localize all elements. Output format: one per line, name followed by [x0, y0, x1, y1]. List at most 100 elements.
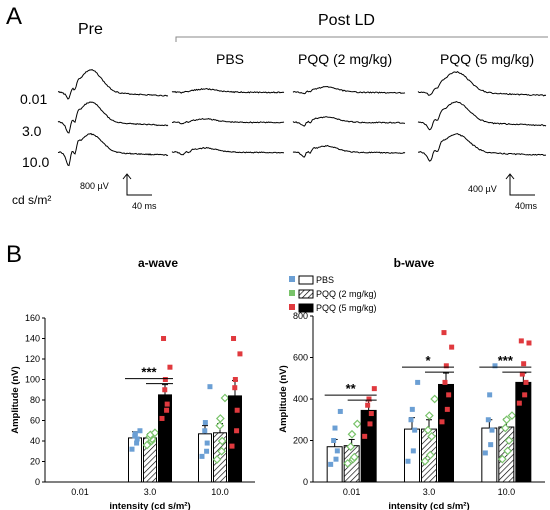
- data-point-pqq5: [439, 419, 445, 425]
- trace-pqq5-3-0: [417, 101, 547, 131]
- data-point-pqq5: [232, 385, 238, 391]
- data-point-pqq2: [430, 394, 440, 404]
- data-point-pbs: [488, 442, 494, 448]
- scalebar-left-time: 40 ms: [132, 201, 157, 211]
- data-point-pqq5: [523, 379, 529, 385]
- data-point-pqq2: [215, 414, 225, 423]
- data-point-pqq5: [516, 400, 522, 406]
- data-point-pbs: [202, 428, 208, 434]
- legend-dot-pbs: [289, 276, 295, 282]
- data-point-pqq2: [346, 442, 356, 452]
- data-point-pbs: [408, 417, 414, 423]
- y-tick-label: 600: [293, 353, 308, 363]
- data-point-pbs: [207, 384, 213, 390]
- data-point-pqq5: [522, 392, 528, 398]
- data-point-pqq5: [371, 386, 377, 392]
- data-point-pqq5: [521, 361, 527, 367]
- data-point-pqq2: [150, 428, 160, 438]
- data-point-pqq2: [220, 393, 230, 403]
- legend-dot-pqq2: [289, 290, 295, 296]
- scalebar-left: [126, 174, 152, 196]
- erg-traces: [57, 69, 547, 167]
- data-point-pbs: [204, 440, 210, 446]
- data-point-pbs: [331, 438, 337, 443]
- data-point-pqq2: [420, 456, 430, 466]
- data-point-pqq2: [352, 419, 362, 429]
- data-point-pbs: [492, 363, 498, 369]
- x-tick-label: 10.0: [498, 487, 516, 497]
- scalebar-right-arrow: [505, 173, 515, 180]
- data-point-pbs: [137, 428, 143, 434]
- data-point-pbs: [134, 440, 140, 446]
- bar-pqq2: [498, 426, 515, 483]
- trace-pqq2-3-0: [292, 116, 406, 127]
- bar-pbs: [404, 428, 420, 483]
- data-point-pbs: [204, 448, 210, 454]
- data-point-pqq5: [366, 396, 372, 402]
- data-point-pqq2: [507, 411, 517, 420]
- trace-pqq2-0-01: [292, 85, 406, 95]
- data-point-pbs: [405, 458, 411, 464]
- x-tick-label: 3.0: [144, 487, 157, 497]
- y-tick-label: 0: [35, 477, 40, 487]
- row-label-3-0: 3.0: [22, 123, 42, 139]
- data-point-pqq2: [503, 446, 513, 456]
- data-point-pqq5: [237, 351, 243, 357]
- data-point-pqq5: [526, 340, 532, 346]
- data-point-pbs: [332, 425, 338, 431]
- trace-pbs-3-0: [171, 118, 285, 125]
- trace-pre-0-01: [57, 69, 169, 100]
- data-point-pbs: [129, 446, 135, 452]
- data-point-pqq5: [161, 336, 167, 341]
- column-label-pbs: PBS: [216, 51, 244, 67]
- data-point-pqq2: [425, 450, 435, 460]
- data-point-pqq5: [367, 421, 373, 427]
- data-point-pbs: [132, 431, 138, 437]
- chart-title: a-wave: [138, 256, 178, 270]
- y-tick-label: 800: [293, 311, 308, 321]
- trace-pqq5-0-01: [417, 70, 547, 97]
- a-wave-chart: 0 20 40 60 80 100 120 140 160 Amplitude (nV) a-wav…: [10, 256, 255, 510]
- bar-pqq5: [438, 383, 454, 483]
- panel-a-label: A: [6, 3, 22, 30]
- data-point-pqq5: [167, 364, 173, 370]
- column-label-pqq5: PQQ (5 mg/kg): [440, 51, 534, 67]
- data-point-pqq5: [234, 407, 240, 413]
- y-tick-label: 80: [30, 395, 40, 405]
- legend: PBS PQQ (2 mg/kg) PQQ (5 mg/kg): [289, 275, 377, 313]
- data-point-pbs: [334, 448, 340, 454]
- data-point-pbs: [328, 461, 334, 467]
- scalebar-right: [509, 174, 535, 196]
- scalebar-right-amp: 400 µV: [468, 184, 497, 194]
- x-tick-label: 3.0: [423, 487, 436, 497]
- significance-stars: ***: [141, 365, 157, 380]
- legend-label-pqq2: PQQ (2 mg/kg): [316, 289, 377, 299]
- data-point-pqq5: [365, 402, 371, 408]
- y-tick-label: 40: [30, 436, 40, 446]
- legend-label-pbs: PBS: [316, 275, 334, 285]
- data-point-pqq2: [349, 452, 359, 462]
- trace-pre-10-0: [57, 132, 169, 167]
- data-point-pqq2: [427, 431, 437, 441]
- data-point-pqq5: [164, 401, 170, 407]
- trace-pre-3-0: [57, 101, 169, 134]
- data-point-pbs: [487, 392, 493, 398]
- unit-label: cd s/m²: [12, 193, 51, 207]
- trace-pqq2-10-0: [292, 144, 406, 158]
- data-point-pbs: [337, 408, 343, 414]
- data-point-pqq2: [212, 455, 222, 464]
- data-point-pqq5: [162, 377, 168, 382]
- data-point-pqq2: [502, 415, 512, 425]
- data-point-pqq2: [217, 436, 227, 446]
- data-point-pqq2: [142, 440, 152, 450]
- pre-label: Pre: [78, 21, 103, 38]
- data-point-pqq5: [446, 392, 452, 398]
- y-tick-label: 0: [303, 477, 308, 487]
- y-tick-label: 120: [25, 354, 40, 364]
- data-point-pqq5: [362, 433, 368, 439]
- data-point-pbs: [482, 450, 488, 456]
- data-point-pqq5: [234, 428, 240, 434]
- y-tick-label: 100: [25, 375, 40, 385]
- data-point-pqq2: [497, 454, 507, 464]
- data-point-pbs: [415, 379, 421, 385]
